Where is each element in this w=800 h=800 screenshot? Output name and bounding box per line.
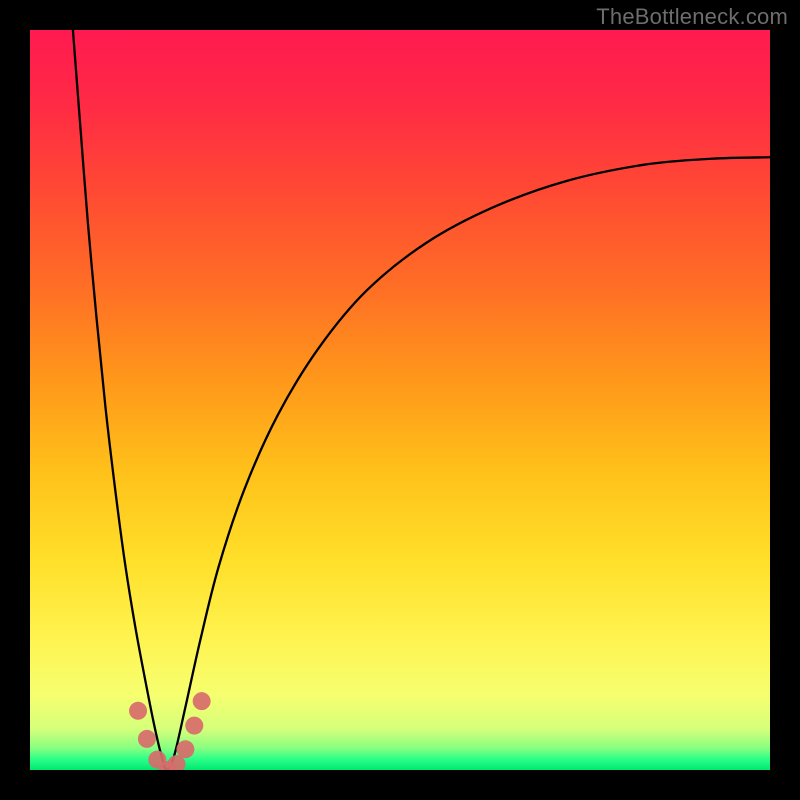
bottleneck-chart — [0, 0, 800, 800]
marker-point — [193, 692, 211, 710]
watermark-text: TheBottleneck.com — [596, 4, 788, 30]
marker-point — [138, 730, 156, 748]
marker-point — [129, 702, 147, 720]
marker-point — [176, 740, 194, 758]
marker-point — [185, 717, 203, 735]
chart-root: TheBottleneck.com — [0, 0, 800, 800]
